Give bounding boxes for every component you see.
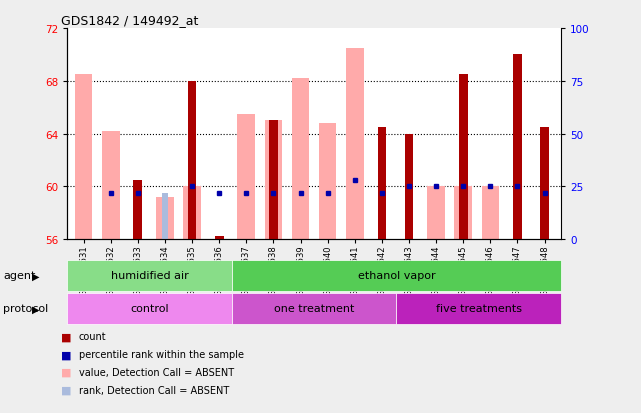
- Text: five treatments: five treatments: [436, 304, 522, 314]
- Text: percentile rank within the sample: percentile rank within the sample: [79, 349, 244, 359]
- Text: protocol: protocol: [3, 304, 49, 314]
- Bar: [292, 79, 310, 240]
- Text: ■: ■: [61, 332, 71, 342]
- Text: ethanol vapor: ethanol vapor: [358, 271, 435, 281]
- Bar: [540, 128, 549, 240]
- Bar: [232, 293, 396, 324]
- Bar: [183, 187, 201, 240]
- Text: ▶: ▶: [32, 304, 40, 314]
- Text: GDS1842 / 149492_at: GDS1842 / 149492_at: [61, 14, 198, 27]
- Text: ▶: ▶: [32, 271, 40, 281]
- Text: agent: agent: [3, 271, 36, 281]
- Text: ■: ■: [61, 385, 71, 395]
- Bar: [237, 114, 255, 240]
- Bar: [396, 293, 561, 324]
- Bar: [454, 187, 472, 240]
- Bar: [269, 121, 278, 240]
- Bar: [67, 293, 232, 324]
- Text: ■: ■: [61, 349, 71, 359]
- Text: one treatment: one treatment: [274, 304, 354, 314]
- Text: humidified air: humidified air: [111, 271, 188, 281]
- Bar: [162, 193, 168, 240]
- Bar: [265, 121, 282, 240]
- Text: rank, Detection Call = ABSENT: rank, Detection Call = ABSENT: [79, 385, 229, 395]
- Bar: [188, 82, 196, 240]
- Text: control: control: [130, 304, 169, 314]
- Bar: [319, 124, 337, 240]
- Bar: [459, 75, 467, 240]
- Bar: [133, 180, 142, 240]
- Bar: [102, 132, 119, 240]
- Bar: [346, 49, 363, 240]
- Text: ■: ■: [61, 367, 71, 377]
- Bar: [542, 193, 547, 240]
- Bar: [481, 187, 499, 240]
- Bar: [75, 75, 92, 240]
- Text: count: count: [79, 332, 106, 342]
- Bar: [215, 237, 224, 240]
- Bar: [156, 197, 174, 240]
- Bar: [232, 260, 561, 291]
- Bar: [428, 187, 445, 240]
- Bar: [513, 55, 522, 240]
- Bar: [404, 134, 413, 240]
- Bar: [67, 260, 232, 291]
- Text: value, Detection Call = ABSENT: value, Detection Call = ABSENT: [79, 367, 234, 377]
- Bar: [378, 128, 387, 240]
